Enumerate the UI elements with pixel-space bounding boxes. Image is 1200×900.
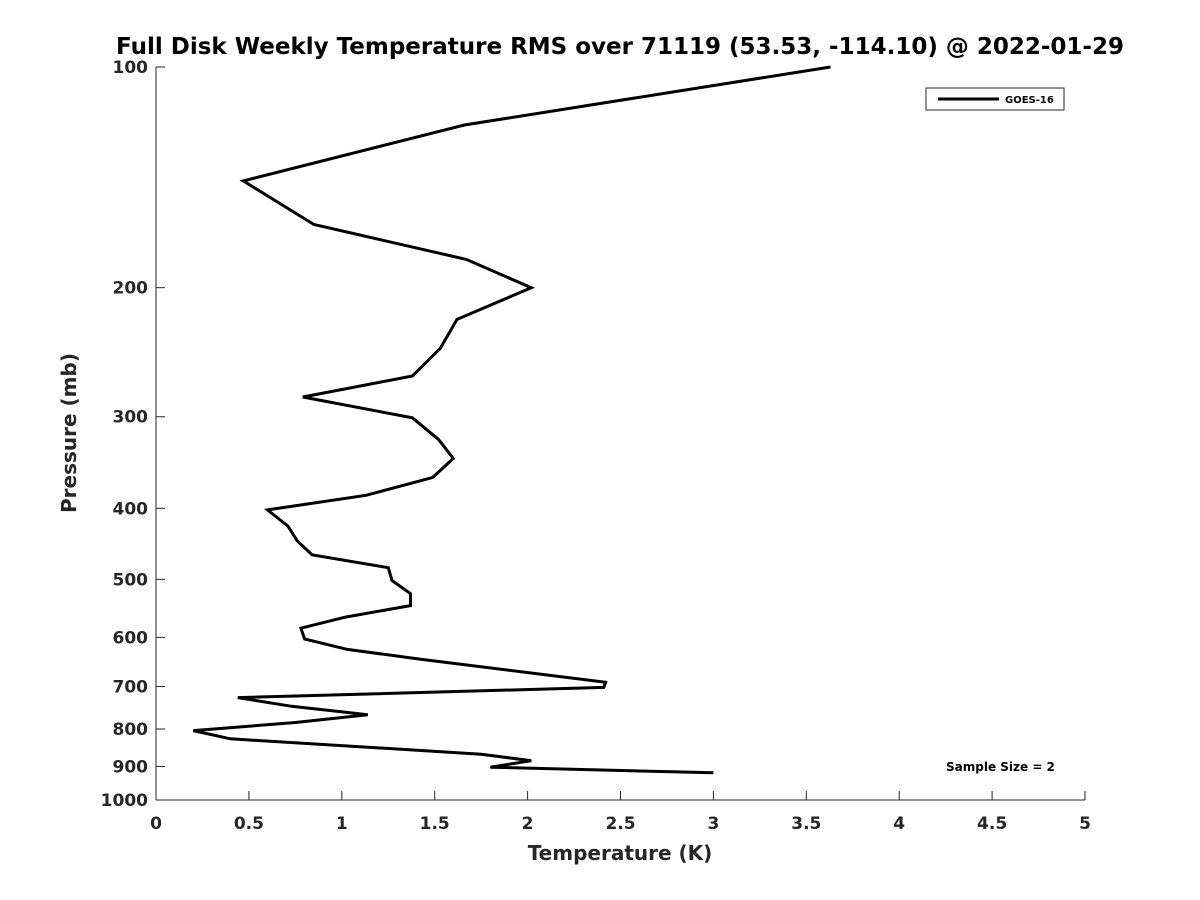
x-tick-label: 4.5 [977, 814, 1007, 834]
y-tick-label: 400 [113, 499, 149, 519]
y-axis-label: Pressure (mb) [57, 353, 81, 513]
x-tick-label: 3.5 [791, 814, 821, 834]
x-tick-label: 3 [707, 814, 719, 834]
x-tick-label: 1 [336, 814, 348, 834]
legend: GOES-16 [925, 87, 1065, 111]
x-tick-label: 1.5 [420, 814, 450, 834]
y-tick-label: 600 [113, 628, 149, 648]
sample-size-annotation: Sample Size = 2 [946, 760, 1055, 774]
x-tick-label: 0.5 [234, 814, 264, 834]
x-tick-label: 5 [1079, 814, 1091, 834]
y-ticks: 100 200 300 400 500 600 700 800 900 1000 [101, 58, 165, 811]
x-tick-label: 2.5 [605, 814, 635, 834]
y-tick-label: 100 [113, 58, 149, 78]
y-tick-label: 200 [113, 279, 149, 299]
chart-title: Full Disk Weekly Temperature RMS over 71… [116, 34, 1124, 60]
series-line-goes-16 [192, 65, 831, 775]
x-tick-label: 4 [893, 814, 905, 834]
x-tick-label: 2 [522, 814, 534, 834]
legend-label-goes-16: GOES-16 [1005, 95, 1054, 106]
series-layer [192, 65, 831, 775]
y-tick-label: 700 [113, 677, 149, 697]
y-tick-label: 800 [113, 720, 149, 740]
y-tick-label: 900 [113, 757, 149, 777]
x-ticks: 0 0.5 1 1.5 2 2.5 3 3.5 4 4.5 5 [150, 791, 1091, 834]
x-tick-label: 0 [150, 814, 162, 834]
x-axis-label: Temperature (K) [528, 841, 713, 865]
y-tick-label: 1000 [101, 791, 148, 811]
y-tick-label: 300 [113, 408, 149, 428]
y-tick-label: 500 [113, 570, 149, 590]
plot-area [156, 67, 1085, 800]
